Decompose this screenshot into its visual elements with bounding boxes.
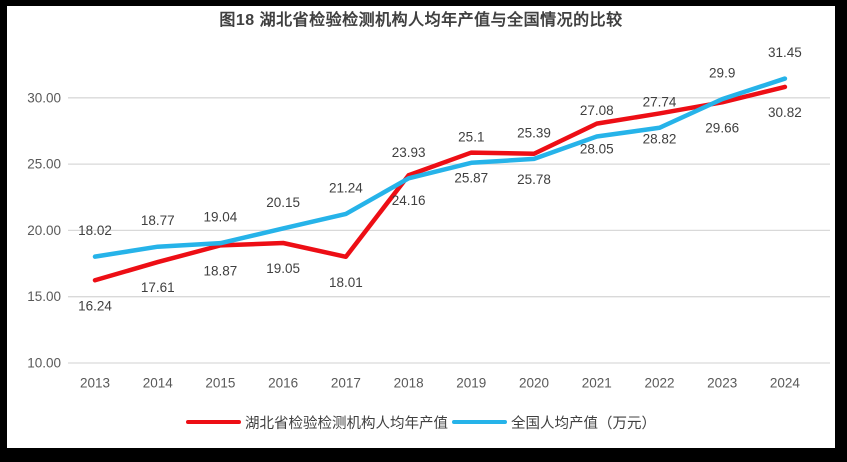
x-axis-tick-label: 2018: [394, 376, 424, 391]
line-chart: 10.00 15.00 20.00 25.00 30.00 2013 2014 2015 201…: [27, 45, 830, 391]
data-label-series-1: 29.9: [709, 66, 735, 81]
data-label-series-1: 19.04: [204, 210, 238, 225]
x-axis-tick-label: 2024: [770, 376, 801, 391]
data-label-series-0: 30.82: [768, 105, 802, 120]
data-label-series-0: 18.01: [329, 275, 363, 290]
y-axis-tick-label: 30.00: [27, 90, 61, 105]
legend-label-hubei: 湖北省检验检测机构人均年产值: [245, 415, 448, 432]
data-label-series-1: 25.39: [517, 125, 551, 140]
y-axis-tick-label: 20.00: [27, 223, 61, 238]
x-axis-tick-label: 2016: [268, 376, 298, 391]
legend-item-hubei: 湖北省检验检测机构人均年产值: [186, 412, 448, 433]
x-axis-tick-label: 2021: [582, 376, 612, 391]
data-label-series-0: 16.24: [78, 298, 112, 313]
data-label-series-1: 18.02: [78, 223, 112, 238]
legend-item-national: 全国人均产值（万元）: [452, 412, 656, 433]
data-label-series-0: 25.78: [517, 172, 551, 187]
x-axis-tick-label: 2023: [707, 376, 737, 391]
data-label-series-1: 18.77: [141, 213, 175, 228]
x-axis-tick-label: 2017: [331, 376, 361, 391]
data-label-series-0: 24.16: [392, 193, 426, 208]
data-label-series-0: 18.87: [204, 263, 238, 278]
legend-label-national: 全国人均产值（万元）: [511, 415, 656, 432]
data-label-series-1: 20.15: [266, 195, 300, 210]
series-line-1: [92, 76, 788, 259]
y-axis-tick-label: 25.00: [27, 157, 61, 172]
data-label-series-1: 21.24: [329, 180, 363, 195]
data-label-series-0: 17.61: [141, 280, 175, 295]
y-axis-tick-label: 10.00: [27, 356, 61, 371]
y-axis-tick-label: 15.00: [27, 289, 61, 304]
x-axis-tick-label: 2019: [456, 376, 486, 391]
data-label-series-1: 31.45: [768, 45, 802, 60]
data-label-series-1: 23.93: [392, 145, 426, 160]
data-label-series-0: 25.87: [454, 171, 488, 186]
data-label-series-1: 25.1: [458, 129, 484, 144]
x-axis-tick-label: 2013: [80, 376, 110, 391]
data-label-series-1: 27.74: [643, 94, 677, 109]
data-label-series-0: 28.82: [643, 131, 677, 146]
x-axis-tick-label: 2014: [143, 376, 174, 391]
series-line-0: [92, 84, 788, 283]
legend-swatch-hubei: [186, 419, 241, 425]
data-label-series-1: 27.08: [580, 103, 614, 118]
chart-canvas: 图18 湖北省检验检测机构人均年产值与全国情况的比较 10.00 15.00 20.…: [7, 6, 835, 448]
data-label-series-0: 19.05: [266, 261, 300, 276]
legend-swatch-national: [452, 419, 507, 425]
x-axis-tick-label: 2020: [519, 376, 549, 391]
x-axis-tick-label: 2015: [205, 376, 235, 391]
data-label-series-0: 29.66: [705, 120, 739, 135]
chart-title: 图18 湖北省检验检测机构人均年产值与全国情况的比较: [219, 12, 623, 29]
x-axis-tick-label: 2022: [644, 376, 674, 391]
chart-legend: 湖北省检验检测机构人均年产值 全国人均产值（万元）: [7, 412, 835, 432]
data-label-series-0: 28.05: [580, 142, 614, 157]
